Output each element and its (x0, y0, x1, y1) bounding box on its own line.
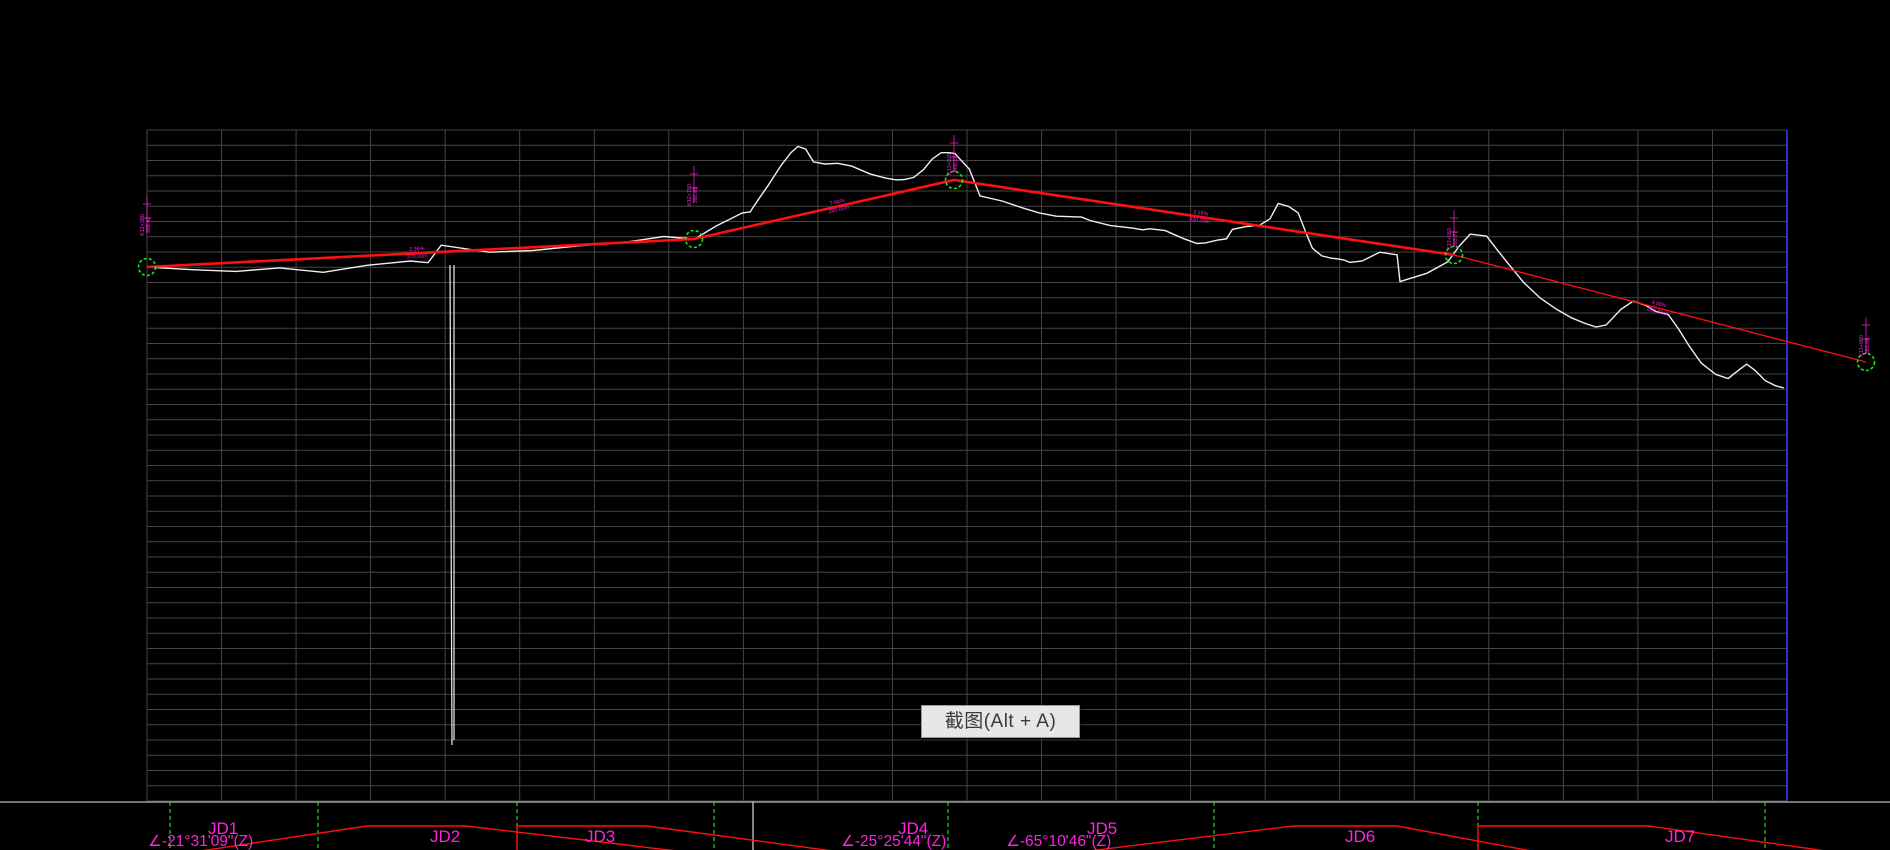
svg-text:K12+380: K12+380 (140, 214, 146, 236)
svg-text:JD7: JD7 (1665, 827, 1695, 846)
svg-text:∠-21°31'09"(Z): ∠-21°31'09"(Z) (148, 833, 253, 850)
svg-text:393.77: 393.77 (1453, 231, 1459, 248)
svg-text:K12+750: K12+750 (687, 184, 693, 206)
svg-text:K13+020: K13+020 (947, 153, 953, 175)
svg-text:383.06: 383.06 (1865, 338, 1871, 355)
svg-text:K13+980: K13+980 (1859, 335, 1865, 357)
svg-text:392.85: 392.85 (693, 187, 699, 204)
svg-text:JD3: JD3 (585, 827, 615, 846)
svg-text:∠-65°10'46"(Z): ∠-65°10'46"(Z) (1006, 833, 1111, 850)
svg-text:400.12: 400.12 (953, 156, 959, 173)
svg-text:JD6: JD6 (1345, 827, 1375, 846)
svg-text:386.42: 386.42 (146, 217, 152, 234)
svg-text:2.36%: 2.36% (409, 246, 425, 253)
svg-text:∠-25°25'44"(Z): ∠-25°25'44"(Z) (841, 833, 946, 850)
svg-text:JD2: JD2 (430, 827, 460, 846)
svg-text:370.00m: 370.00m (407, 253, 429, 260)
svg-text:K13+560: K13+560 (1447, 228, 1453, 250)
